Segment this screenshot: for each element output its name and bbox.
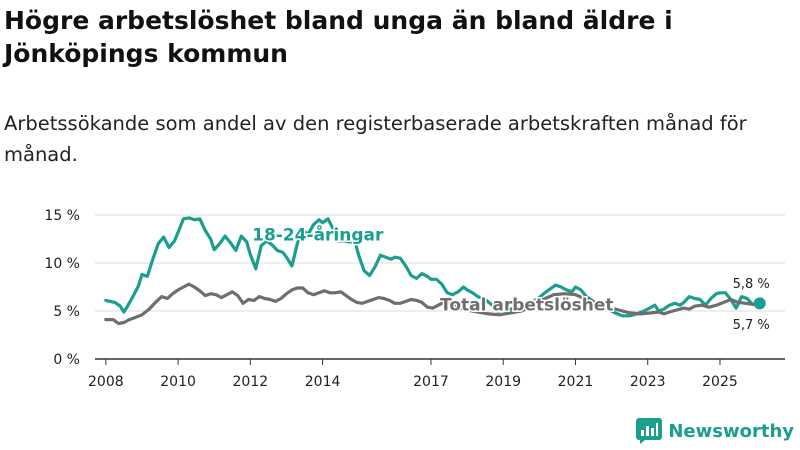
series-end-dot-youth <box>754 297 766 309</box>
x-tick-label: 2021 <box>558 374 594 390</box>
x-tick-label: 2023 <box>630 374 666 390</box>
x-tick-label: 2017 <box>413 374 449 390</box>
end-label-total: 5,7 % <box>733 318 770 333</box>
x-tick-label: 2014 <box>305 374 341 390</box>
line-chart: 0 % 5 % 10 % 15 % 2008 2010 2012 2014 2017 2019 20… <box>0 0 800 450</box>
x-tick-label: 2019 <box>485 374 521 390</box>
brand-name: Newsworthy <box>668 421 794 442</box>
newsworthy-brand: Newsworthy <box>636 418 794 444</box>
series-label-total: Total arbetslöshet <box>440 296 614 316</box>
y-tick-label: 5 % <box>53 304 80 320</box>
series-label-youth: 18-24-åringar <box>252 223 384 245</box>
y-tick-label: 10 % <box>44 256 80 272</box>
series-line-youth <box>106 218 760 316</box>
x-tick-label: 2012 <box>233 374 269 390</box>
x-tick-label: 2010 <box>160 374 196 390</box>
y-tick-label: 0 % <box>53 352 80 368</box>
x-tick-label: 2008 <box>88 374 124 390</box>
newsworthy-logo-icon <box>636 418 662 444</box>
end-label-youth: 5,8 % <box>733 277 770 292</box>
y-tick-label: 15 % <box>44 208 80 224</box>
x-tick-label: 2025 <box>702 374 738 390</box>
series-line-total <box>106 284 760 323</box>
